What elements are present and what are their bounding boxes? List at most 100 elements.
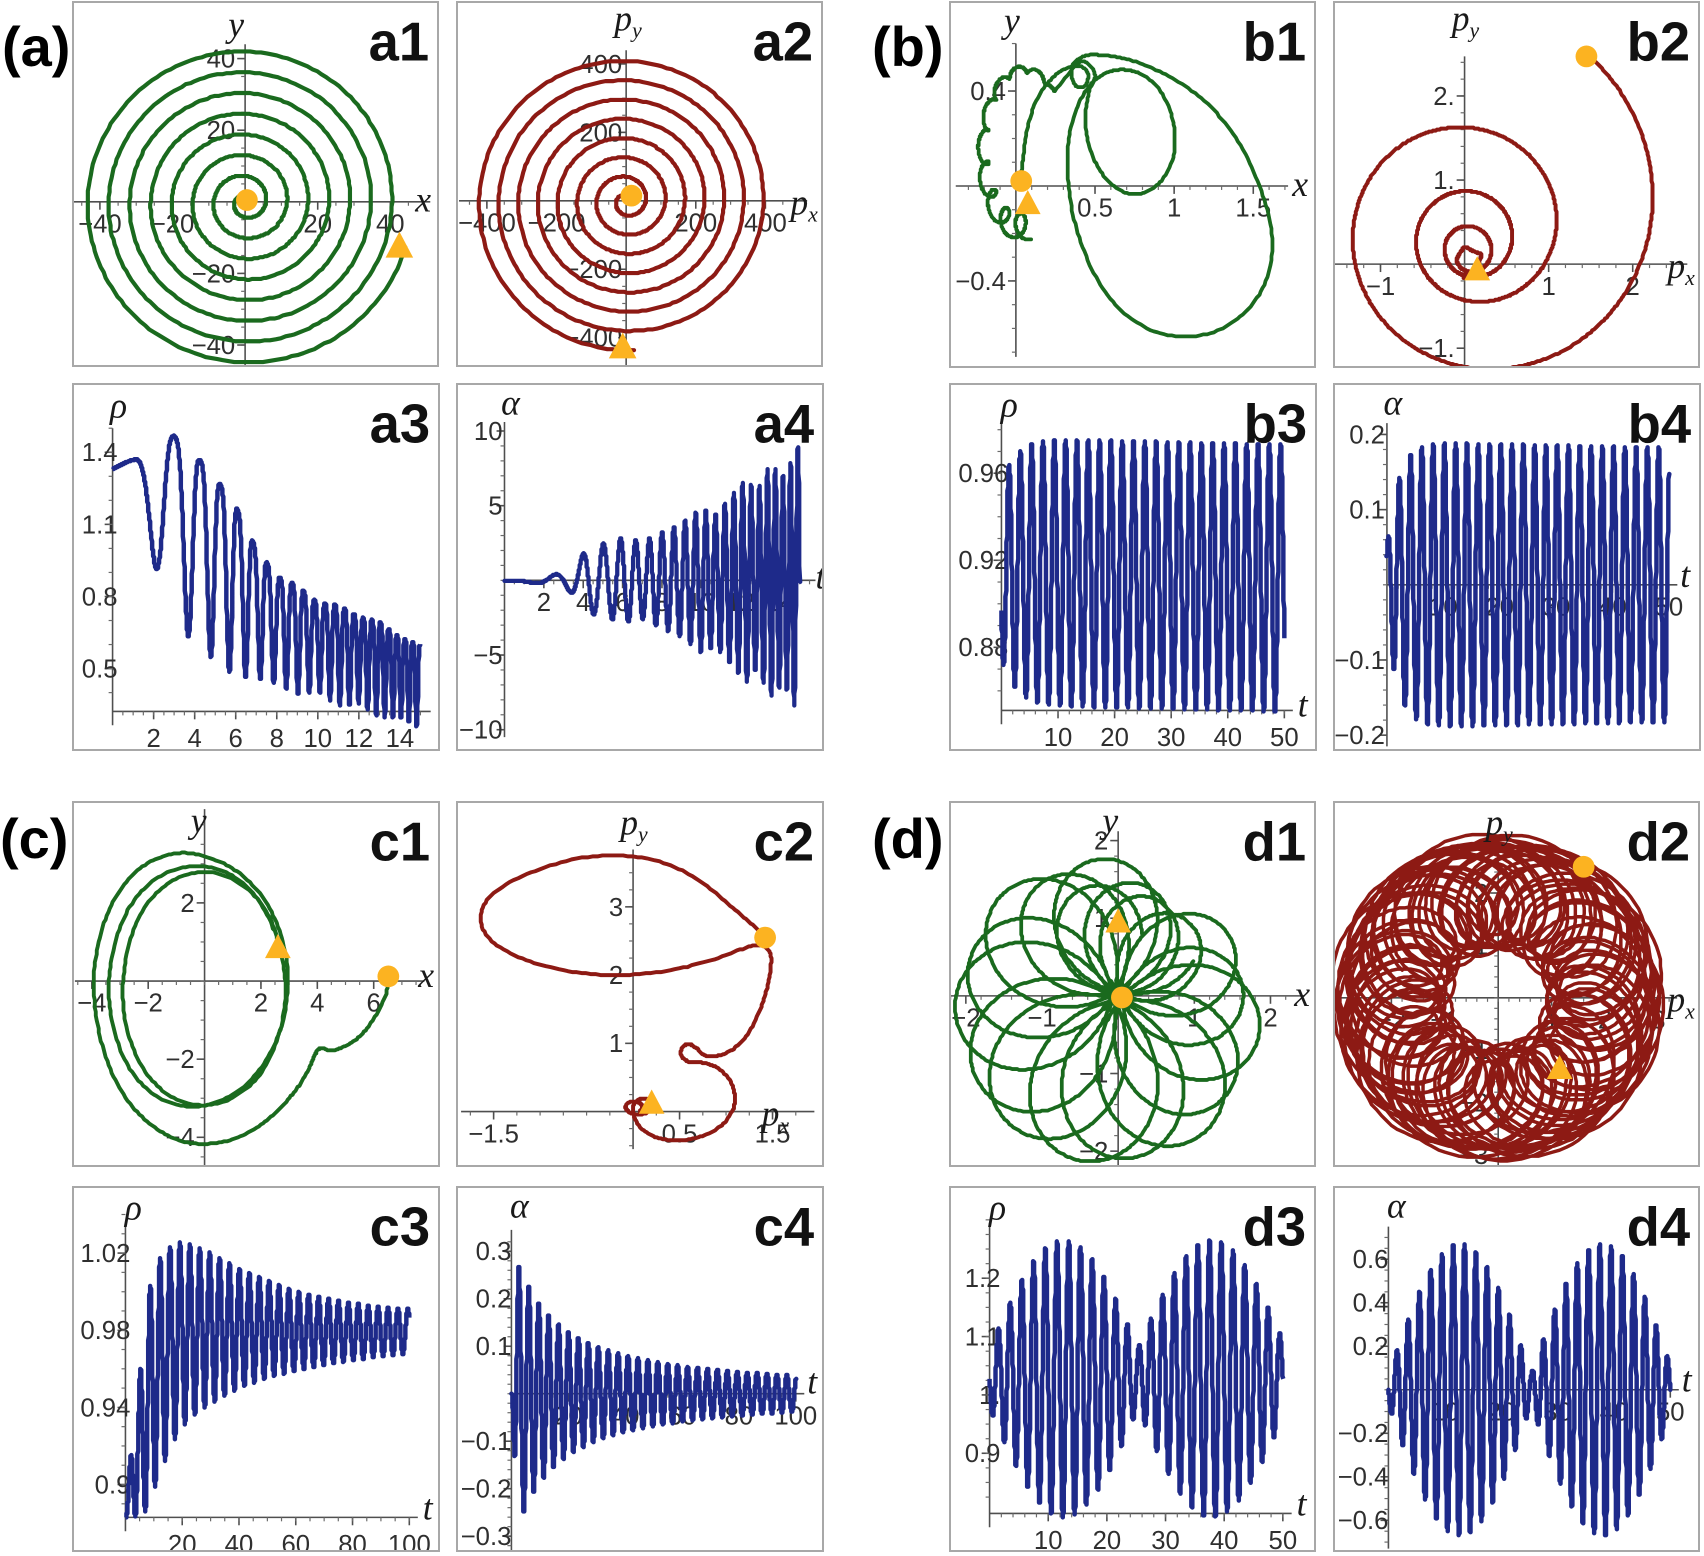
svg-text:ρ: ρ	[109, 386, 127, 426]
svg-text:t: t	[423, 1487, 434, 1527]
svg-text:2: 2	[146, 725, 160, 751]
svg-text:10: 10	[474, 418, 503, 446]
svg-text:α: α	[501, 383, 521, 423]
svg-text:1.: 1.	[1433, 167, 1454, 195]
svg-text:−0.3: −0.3	[461, 1523, 512, 1551]
svg-text:α: α	[510, 1186, 530, 1226]
svg-text:d3: d3	[1243, 1196, 1306, 1257]
svg-text:b4: b4	[1628, 393, 1691, 454]
svg-text:0.2: 0.2	[1349, 421, 1385, 449]
svg-text:0.96: 0.96	[958, 460, 1008, 488]
svg-text:40: 40	[207, 45, 236, 73]
svg-text:−5: −5	[473, 642, 502, 670]
svg-text:−20: −20	[192, 260, 236, 288]
svg-text:1.5: 1.5	[755, 1120, 791, 1148]
svg-text:2.: 2.	[1433, 83, 1454, 111]
svg-text:t: t	[1680, 555, 1691, 595]
svg-text:10: 10	[304, 725, 333, 751]
svg-text:0.92: 0.92	[958, 547, 1008, 575]
svg-text:1.1: 1.1	[82, 511, 118, 539]
svg-text:α: α	[1387, 1186, 1407, 1226]
svg-text:−40: −40	[78, 210, 122, 238]
svg-text:y: y	[1001, 1, 1020, 41]
svg-text:a2: a2	[753, 11, 813, 72]
svg-text:py: py	[617, 803, 648, 847]
svg-text:1.02: 1.02	[80, 1240, 130, 1268]
svg-text:5: 5	[488, 493, 502, 521]
svg-text:10: 10	[1044, 724, 1073, 751]
svg-text:12: 12	[345, 725, 374, 751]
svg-text:−0.1: −0.1	[461, 1428, 512, 1456]
svg-text:0.1: 0.1	[1349, 497, 1385, 525]
svg-text:−0.1: −0.1	[1334, 647, 1385, 675]
svg-text:40: 40	[1210, 1527, 1239, 1552]
svg-text:30: 30	[1151, 1527, 1180, 1552]
svg-text:α: α	[1384, 383, 1404, 423]
svg-text:t: t	[1298, 684, 1309, 724]
svg-text:−0.4: −0.4	[955, 268, 1006, 296]
svg-text:100: 100	[388, 1531, 431, 1552]
svg-text:c1: c1	[370, 811, 430, 872]
svg-text:−0.6: −0.6	[1338, 1507, 1389, 1535]
svg-text:20: 20	[168, 1531, 197, 1552]
svg-text:c2: c2	[754, 811, 814, 872]
svg-text:−0.2: −0.2	[1338, 1420, 1389, 1448]
svg-text:1: 1	[609, 1030, 623, 1058]
svg-text:x: x	[417, 955, 434, 995]
svg-text:−400: −400	[458, 209, 516, 237]
svg-text:py: py	[1482, 803, 1513, 847]
svg-text:0.2: 0.2	[1353, 1333, 1389, 1361]
svg-text:x: x	[1291, 164, 1308, 204]
svg-text:400: 400	[744, 209, 787, 237]
svg-text:b3: b3	[1244, 393, 1307, 454]
svg-text:t: t	[1682, 1360, 1693, 1400]
svg-text:−1.5: −1.5	[468, 1120, 519, 1148]
svg-text:0.4: 0.4	[1353, 1290, 1389, 1318]
svg-text:2: 2	[1263, 1005, 1277, 1033]
svg-text:20: 20	[554, 1402, 583, 1430]
svg-text:40: 40	[1213, 724, 1242, 751]
svg-text:−2: −2	[165, 1046, 194, 1074]
svg-text:ρ: ρ	[1000, 385, 1018, 425]
svg-text:6: 6	[229, 725, 243, 751]
svg-text:0.2: 0.2	[476, 1286, 512, 1314]
svg-text:2: 2	[1626, 273, 1640, 301]
svg-text:−4: −4	[77, 990, 106, 1018]
svg-text:30: 30	[1157, 724, 1186, 751]
svg-text:x: x	[1293, 974, 1310, 1014]
svg-text:20: 20	[1100, 724, 1129, 751]
svg-text:0.88: 0.88	[958, 634, 1008, 662]
svg-text:−2: −2	[134, 990, 163, 1018]
svg-text:−1: −1	[1366, 273, 1395, 301]
svg-text:t: t	[807, 1362, 818, 1402]
svg-text:t: t	[437, 685, 440, 725]
svg-text:0.5: 0.5	[662, 1120, 698, 1148]
svg-text:a3: a3	[370, 393, 430, 454]
svg-text:ρ: ρ	[988, 1188, 1006, 1228]
svg-text:py: py	[611, 1, 642, 43]
svg-text:0.94: 0.94	[80, 1394, 130, 1422]
svg-text:4: 4	[188, 725, 202, 751]
svg-text:y: y	[1099, 801, 1118, 841]
svg-text:0.9: 0.9	[965, 1440, 1001, 1468]
svg-text:20: 20	[1093, 1527, 1122, 1552]
svg-text:b1: b1	[1243, 11, 1306, 72]
svg-text:a4: a4	[754, 393, 815, 454]
svg-text:y: y	[188, 801, 207, 841]
svg-text:0.98: 0.98	[80, 1317, 130, 1345]
svg-text:ρ: ρ	[124, 1188, 142, 1228]
svg-text:a1: a1	[369, 11, 429, 72]
svg-text:8: 8	[270, 725, 284, 751]
svg-text:14: 14	[386, 725, 415, 751]
svg-text:−0.2: −0.2	[461, 1476, 512, 1504]
svg-text:px: px	[1664, 246, 1695, 290]
svg-text:2: 2	[1094, 827, 1108, 855]
svg-text:d2: d2	[1627, 811, 1690, 872]
svg-text:4: 4	[310, 990, 324, 1018]
svg-text:d1: d1	[1243, 811, 1306, 872]
svg-text:2: 2	[180, 890, 194, 918]
svg-text:1.2: 1.2	[965, 1265, 1001, 1293]
svg-text:0.9: 0.9	[95, 1471, 131, 1499]
svg-text:b2: b2	[1627, 11, 1690, 72]
svg-text:50: 50	[1270, 724, 1299, 751]
